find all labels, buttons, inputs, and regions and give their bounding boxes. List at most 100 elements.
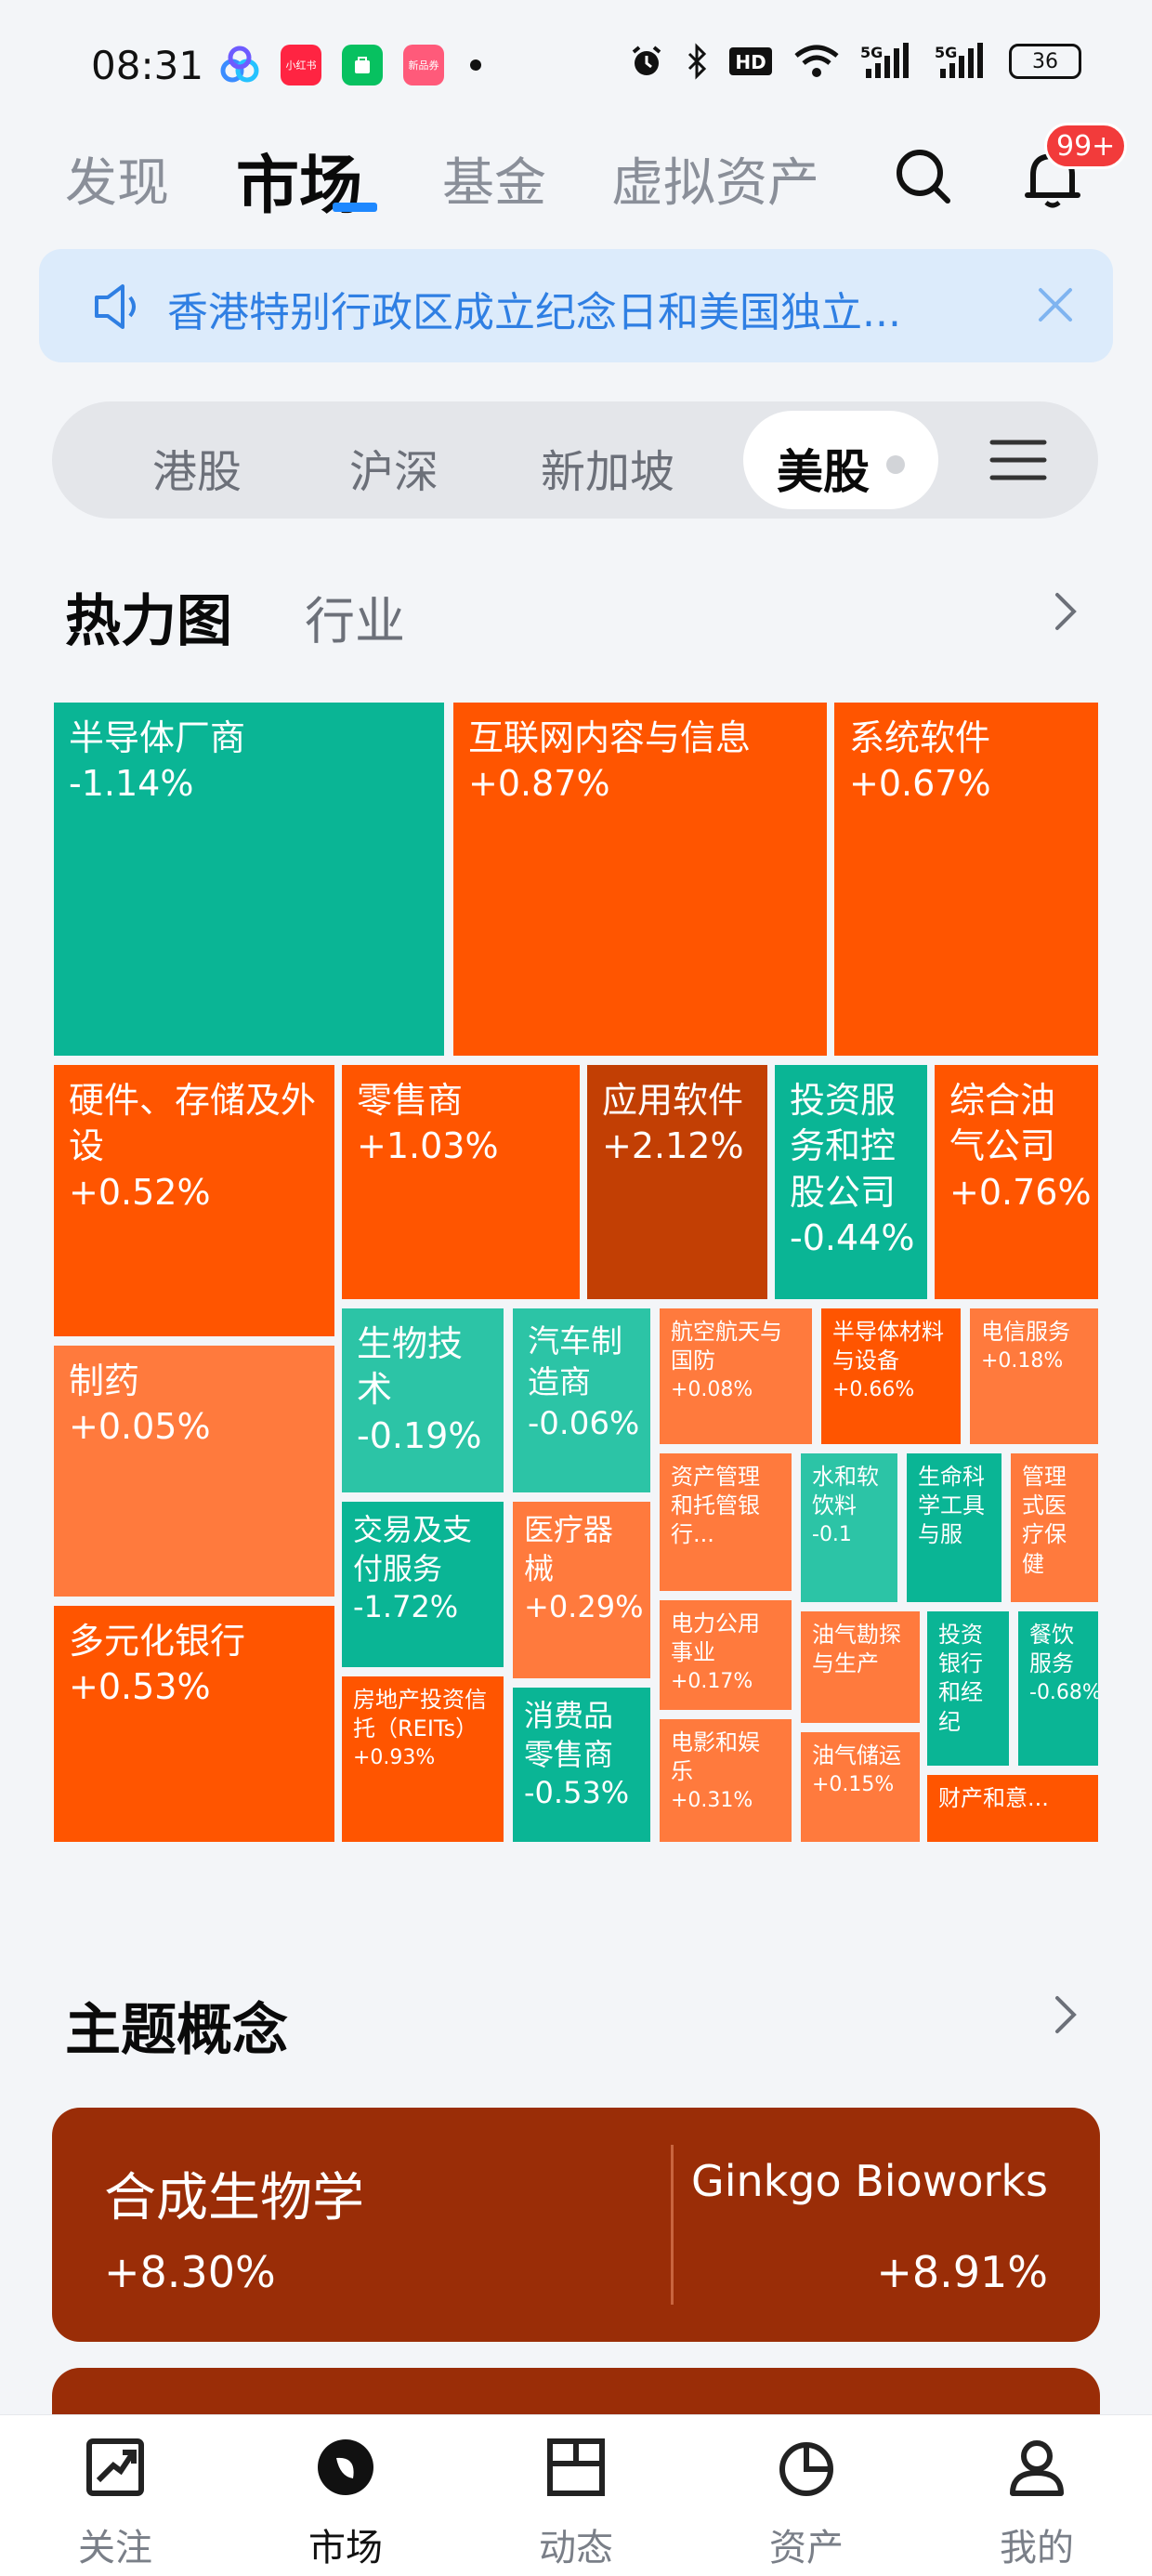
heatmap-cell[interactable]: 生物技术 -0.19% [342, 1308, 504, 1492]
heatmap-cell[interactable]: 生命科学工具与服 [907, 1453, 1001, 1602]
heatmap-cell[interactable]: 多元化银行 +0.53% [54, 1606, 334, 1842]
heatmap-cell-name: 应用软件 [602, 1080, 744, 1121]
theme-title: 主题概念 [65, 1998, 288, 2063]
heatmap-cell[interactable]: 交易及支付服务 -1.72% [342, 1502, 504, 1667]
heatmap-cell[interactable]: 互联网内容与信息 +0.87% [453, 703, 827, 1056]
heatmap-cell-name: 零售商 [357, 1080, 464, 1121]
heatmap-cell[interactable]: 零售商 +1.03% [342, 1065, 580, 1299]
heatmap-cell[interactable]: 电力公用事业 +0.17% [660, 1600, 792, 1710]
heatmap-cell-change: +0.87% [468, 763, 610, 805]
heatmap-cell-name: 半导体厂商 [69, 717, 246, 758]
heatmap-cell-change: +0.31% [671, 1789, 753, 1813]
svg-text:HD: HD [735, 51, 766, 73]
heatmap-cell-change: +0.15% [812, 1773, 895, 1797]
heatmap-cell[interactable]: 投资服务和控股公司 -0.44% [775, 1065, 927, 1299]
market-tab-cn[interactable]: 沪深 [349, 446, 439, 498]
heatmap-cell[interactable]: 应用软件 +2.12% [587, 1065, 767, 1299]
heatmap-cell-change: -0.68% [1029, 1681, 1098, 1705]
heatmap-cell-change: +0.17% [671, 1670, 753, 1694]
heatmap-cell-name: 投资银行和经纪 [938, 1622, 983, 1735]
bluetooth-icon [687, 43, 707, 80]
heatmap-cell-change: +0.52% [69, 1171, 211, 1213]
nav-feed[interactable]: 动态 [483, 2415, 669, 2576]
heatmap-cell-change: +0.08% [671, 1378, 753, 1402]
profile-icon [1010, 2440, 1064, 2496]
heatmap-cell[interactable]: 资产管理和托管银行... [660, 1453, 792, 1591]
heatmap-cell[interactable]: 财产和意... [927, 1775, 1098, 1842]
search-button[interactable] [894, 147, 953, 206]
heatmap-chevron-right-icon[interactable] [1048, 589, 1085, 634]
shop-label: 新品券 [408, 59, 439, 72]
heatmap-cell-change: +1.03% [357, 1125, 499, 1167]
heatmap-cell-name: 综合油气公司 [949, 1080, 1056, 1167]
heatmap-cell[interactable]: 医疗器械 +0.29% [513, 1502, 650, 1678]
theme-lead-stock-change: +8.91% [876, 2247, 1048, 2297]
tab-funds[interactable]: 基金 [442, 153, 546, 214]
heatmap-cell[interactable]: 航空航天与国防 +0.08% [660, 1308, 812, 1444]
nav-market-label: 市场 [308, 2527, 383, 2569]
heatmap-cell-name: 航空航天与国防 [671, 1319, 782, 1374]
wifi-icon [794, 45, 839, 77]
heatmap-cell[interactable]: 水和软饮料 -0.1 [801, 1453, 897, 1602]
assets-icon [779, 2442, 833, 2496]
heatmap-cell[interactable]: 油气勘探与生产 [801, 1611, 920, 1723]
search-icon [897, 150, 950, 204]
heatmap-cell[interactable]: 电影和娱乐 +0.31% [660, 1719, 792, 1842]
market-tab-us-active[interactable] [743, 411, 938, 509]
watchlist-icon [86, 2438, 144, 2496]
tab-market[interactable]: 市场 [236, 150, 363, 223]
heatmap-cell-change: -1.14% [69, 763, 194, 805]
close-icon[interactable] [1033, 283, 1078, 327]
tab-discover[interactable]: 发现 [65, 153, 169, 214]
nav-watchlist[interactable]: 关注 [22, 2415, 208, 2576]
heatmap-cell[interactable]: 系统软件 +0.67% [834, 703, 1098, 1056]
heatmap-cell[interactable]: 消费品零售商 -0.53% [513, 1688, 650, 1842]
heatmap-cell[interactable]: 汽车制造商 -0.06% [513, 1308, 650, 1492]
theme-change: +8.30% [104, 2247, 276, 2297]
market-tab-hk[interactable]: 港股 [152, 446, 242, 498]
heatmap-cell[interactable]: 硬件、存储及外设 +0.52% [54, 1065, 334, 1336]
heatmap-cell-change: +0.53% [69, 1666, 211, 1708]
theme-lead-stock: Ginkgo Bioworks [691, 2156, 1048, 2206]
heatmap-cell[interactable]: 制药 +0.05% [54, 1346, 334, 1597]
heatmap-cell-name: 电信服务 [981, 1319, 1070, 1345]
nav-feed-label: 动态 [539, 2527, 613, 2569]
heatmap-cell[interactable]: 管理式医疗保健 [1011, 1453, 1098, 1602]
market-tab-us[interactable]: 美股 [777, 445, 870, 499]
nav-profile[interactable]: 我的 [944, 2415, 1130, 2576]
nav-profile-label: 我的 [1000, 2527, 1074, 2569]
heatmap-cell-name: 投资服务和控股公司 [790, 1080, 897, 1213]
heatmap-cell[interactable]: 房地产投资信托（REITs） +0.93% [342, 1676, 504, 1842]
market-selector: 港股 沪深 新加坡 美股 [52, 401, 1098, 519]
heatmap-cell-change: -0.53% [524, 1775, 630, 1811]
heatmap-cell[interactable]: 餐饮服务 -0.68% [1018, 1611, 1098, 1766]
heatmap-cell-change: +0.66% [832, 1378, 915, 1402]
market-tab-sg[interactable]: 新加坡 [541, 446, 675, 498]
heatmap-cell[interactable]: 半导体厂商 -1.14% [54, 703, 444, 1056]
signal-5g-icon-2: 5G [935, 43, 983, 78]
theme-card[interactable]: 合成生物学 +8.30% Ginkgo Bioworks +8.91% [52, 2108, 1100, 2342]
heatmap-cell-name: 餐饮服务 [1029, 1622, 1074, 1677]
heatmap-cell[interactable]: 综合油气公司 +0.76% [935, 1065, 1098, 1299]
xiaohongshu-icon: 小红书 [281, 45, 321, 85]
nav-assets[interactable]: 资产 [713, 2415, 899, 2576]
tab-virtual-assets[interactable]: 虚拟资产 [611, 153, 819, 214]
theme-chevron-right-icon[interactable] [1048, 1992, 1085, 2037]
heatmap-cell[interactable]: 电信服务 +0.18% [970, 1308, 1098, 1444]
svg-text:5G: 5G [860, 44, 883, 61]
heatmap-cell[interactable]: 油气储运 +0.15% [801, 1732, 920, 1842]
heatmap-cell[interactable]: 投资银行和经纪 [927, 1611, 1009, 1766]
heatmap-cell-name: 财产和意... [938, 1785, 1049, 1811]
battery-indicator: 36 [1009, 44, 1081, 79]
heatmap-subtitle[interactable]: 行业 [305, 592, 405, 651]
announcement-banner[interactable]: 香港特别行政区成立纪念日和美国独立... [39, 249, 1113, 362]
nav-market[interactable]: 市场 [253, 2415, 439, 2576]
live-dot-icon [886, 455, 905, 474]
heatmap-cell[interactable]: 半导体材料与设备 +0.66% [821, 1308, 961, 1444]
nav-assets-label: 资产 [769, 2527, 844, 2569]
menu-icon[interactable] [988, 437, 1048, 483]
heatmap-title: 热力图 [65, 589, 232, 654]
heatmap-cell-change: -0.19% [357, 1414, 482, 1456]
heatmap-cell-name: 电力公用事业 [671, 1610, 760, 1666]
heatmap-cell-name: 生物技术 [357, 1323, 464, 1411]
